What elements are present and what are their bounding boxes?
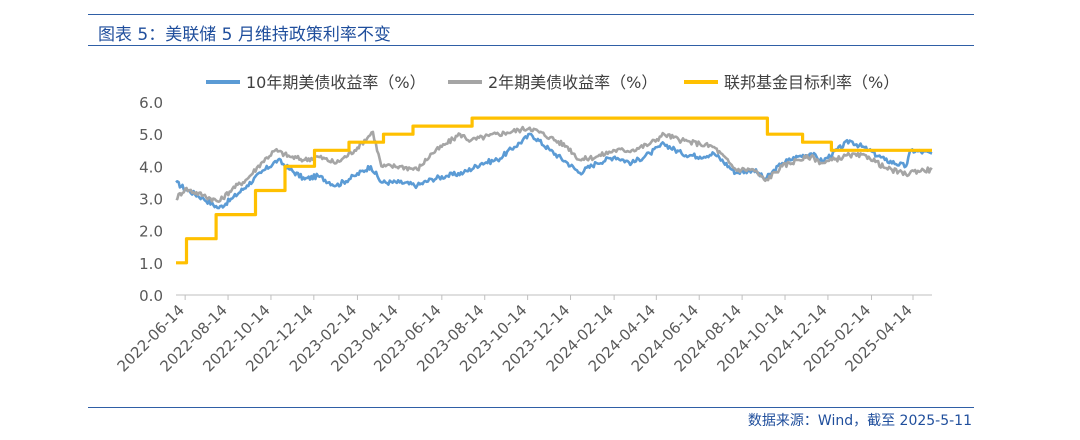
legend-label-fedfunds: 联邦基金目标利率（%） [724,73,899,92]
bottom-rule [88,407,974,408]
series-line-fedfunds [176,116,932,265]
yield-chart: 0.01.02.03.04.05.06.02022-06-142022-08-1… [114,73,933,375]
y-tick-label: 6.0 [139,94,163,112]
y-tick-label: 5.0 [139,126,163,144]
y-tick-label: 0.0 [139,287,163,305]
source-note: 数据来源：Wind，截至 2025-5-11 [747,413,972,429]
y-tick-label: 4.0 [139,158,163,176]
legend-label-us10y: 10年期美债收益率（%） [246,73,426,92]
legend-label-us2y: 2年期美债收益率（%） [488,73,657,92]
y-tick-label: 2.0 [139,223,163,241]
series-line-us10y [175,132,933,210]
y-tick-label: 1.0 [139,255,163,273]
top-rule [88,14,974,15]
y-tick-label: 3.0 [139,191,163,209]
figure-title: 图表 5：美联储 5 月维持政策利率不变 [98,25,391,45]
title-rule [88,45,974,46]
series-line-us2y [175,125,933,203]
